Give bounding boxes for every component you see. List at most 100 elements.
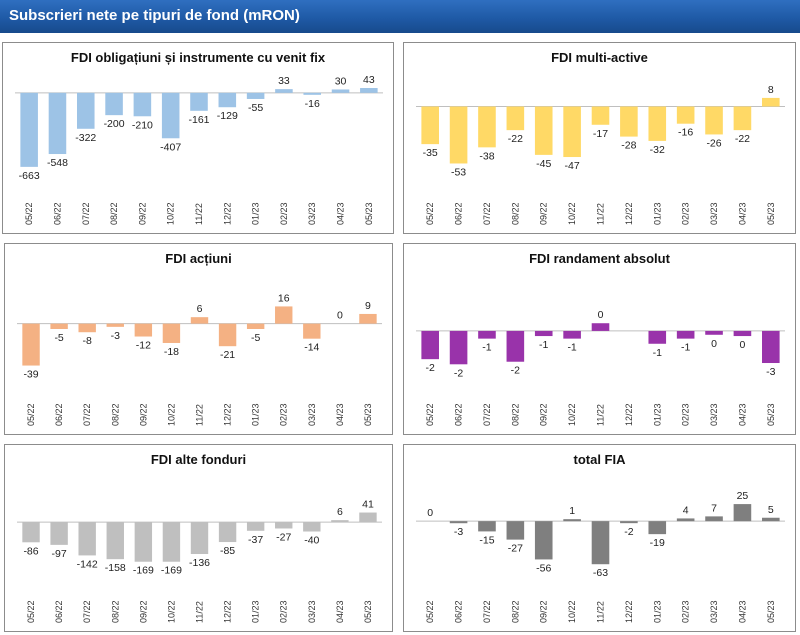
category-tick-label: 10/22 [166, 202, 176, 225]
bar-value-label: -1 [681, 342, 690, 354]
bar [50, 522, 68, 545]
bar [563, 330, 581, 339]
category-tick-label: 10/22 [567, 403, 577, 426]
bar-value-label: -39 [23, 369, 38, 381]
category-tick-label: 01/23 [652, 202, 662, 225]
bar-value-label: -169 [133, 565, 154, 577]
category-tick-label: 08/22 [110, 600, 120, 623]
bar-value-label: -63 [593, 567, 608, 579]
bar [648, 106, 667, 141]
bar-value-label: -86 [23, 545, 38, 557]
category-tick-label: 03/23 [307, 600, 317, 623]
bar-value-label: -15 [479, 534, 494, 546]
bar [449, 106, 468, 164]
bar-value-label: -32 [650, 144, 665, 156]
bar-value-label: 0 [711, 338, 717, 350]
bar [478, 521, 496, 532]
bar-value-label: -2 [624, 526, 633, 538]
bar [190, 92, 208, 111]
bar-value-label: -56 [536, 562, 551, 574]
bar [275, 522, 293, 529]
chart-title: total FIA [574, 452, 627, 467]
bar-value-label: -47 [565, 160, 580, 172]
bar [648, 521, 667, 535]
category-tick-label: 05/23 [364, 202, 374, 225]
category-tick-label: 09/22 [138, 403, 148, 426]
bar [676, 518, 695, 522]
bar [22, 323, 40, 366]
category-tick-label: 11/22 [596, 404, 606, 426]
bar [506, 330, 525, 362]
bar [275, 89, 293, 93]
bar-value-label: 43 [363, 74, 375, 86]
bar-value-label: 6 [197, 303, 203, 315]
category-tick-label: 05/22 [26, 403, 36, 426]
bar [620, 106, 638, 137]
bar-value-label: -38 [479, 150, 494, 162]
bar-value-label: 8 [768, 84, 774, 96]
bar [246, 522, 265, 531]
bar-value-label: -45 [536, 158, 551, 170]
bar [676, 330, 695, 339]
category-tick-label: 12/22 [624, 202, 634, 225]
chart-panel-multi-active: FDI multi-active -35 05/22 -53 06/22 -38 07/22… [403, 42, 796, 234]
bar-value-label: -5 [251, 332, 260, 344]
bar [190, 522, 209, 555]
bar [106, 522, 124, 560]
bar [106, 323, 124, 327]
category-tick-label: 12/22 [223, 403, 233, 426]
bar [534, 330, 553, 337]
category-tick-label: 03/23 [307, 202, 317, 225]
bar [50, 323, 68, 329]
chart-actiuni-svg: FDI acțiuni -39 05/22 -5 06/22 -8 07/22 -3 08/22… [17, 251, 382, 426]
bar [534, 521, 553, 560]
bar-value-label: -129 [217, 110, 238, 122]
bar [275, 306, 293, 324]
chart-title: FDI multi-active [551, 50, 648, 65]
bar-value-label: -40 [304, 535, 319, 547]
bar [161, 92, 180, 139]
bar [134, 323, 153, 337]
bar-value-label: -3 [454, 526, 463, 538]
category-tick-label: 07/22 [82, 600, 92, 623]
bar [162, 323, 181, 343]
bar [303, 92, 322, 95]
bar [360, 88, 378, 93]
category-tick-label: 02/23 [681, 403, 691, 426]
category-tick-label: 01/23 [652, 600, 662, 623]
bar [705, 516, 723, 522]
category-tick-label: 06/22 [54, 600, 64, 623]
bar [762, 330, 780, 364]
category-tick-label: 03/23 [709, 202, 719, 225]
bar [303, 522, 321, 532]
bar-value-label: -22 [735, 133, 750, 145]
category-tick-label: 09/22 [539, 202, 549, 225]
bar-value-label: 1 [569, 505, 575, 517]
category-tick-label: 05/22 [425, 202, 435, 225]
bar [449, 330, 468, 365]
bar-value-label: -16 [305, 98, 320, 110]
bar-value-label: -548 [47, 157, 68, 169]
bar [218, 92, 237, 108]
bar [134, 522, 153, 562]
bar-value-label: -28 [621, 140, 636, 152]
category-tick-label: 10/22 [166, 403, 176, 426]
category-tick-label: 11/22 [596, 203, 606, 225]
bar [563, 106, 581, 158]
bar-value-label: 5 [768, 504, 774, 516]
bar-value-label: -169 [161, 565, 182, 577]
bar [449, 521, 468, 524]
category-tick-label: 05/22 [26, 600, 36, 623]
bar [359, 313, 377, 324]
category-tick-label: 02/23 [279, 403, 289, 426]
category-tick-label: 05/23 [766, 202, 776, 225]
bar-value-label: 41 [362, 499, 374, 511]
bar [478, 330, 496, 339]
bar [705, 106, 723, 135]
category-tick-label: 08/22 [109, 202, 119, 225]
bar-value-label: -5 [54, 332, 63, 344]
chart-title: FDI obligațiuni și instrumente cu venit … [71, 50, 326, 65]
bar-value-label: 4 [683, 504, 689, 516]
bar [246, 323, 265, 329]
bar-value-label: -200 [104, 118, 125, 130]
